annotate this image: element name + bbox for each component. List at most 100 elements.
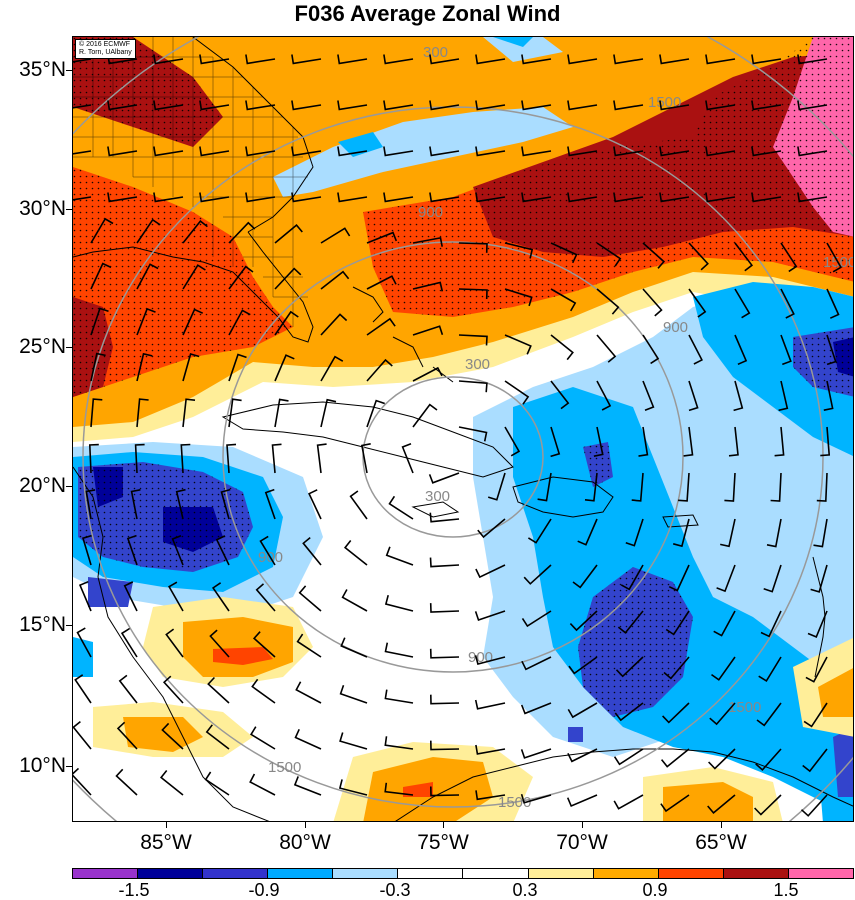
wind-barb (245, 54, 276, 65)
wind-barb (384, 689, 414, 704)
wind-barb (803, 702, 828, 728)
wind-barb (487, 472, 506, 501)
wind-barb (74, 674, 92, 704)
map-title: F036 Average Zonal Wind (294, 1, 561, 26)
wind-barb (780, 334, 792, 366)
wind-barb (709, 702, 736, 726)
wind-barb (159, 770, 184, 796)
wind-barb (228, 353, 247, 382)
wind-barb (320, 355, 344, 382)
colorbar-label: 0.9 (642, 880, 668, 900)
wind-barb (320, 270, 350, 290)
wind-barb (734, 242, 754, 272)
wind-barb (683, 426, 694, 457)
wind-barb (316, 443, 327, 474)
lon-label: 70°W (556, 831, 608, 854)
wind-barb (758, 656, 782, 682)
wind-barb (614, 702, 644, 722)
wind-barb (711, 656, 736, 681)
wind-barb (720, 518, 736, 548)
wind-barb (429, 100, 460, 111)
wind-barb (520, 748, 552, 759)
wind-barb (780, 242, 798, 273)
wind-barb (567, 146, 598, 157)
wind-barb (274, 398, 289, 428)
wind-barb (130, 489, 141, 520)
wind-barb (274, 267, 302, 290)
wind-barb (85, 489, 96, 520)
wind-barb (134, 443, 145, 474)
wind-barb (613, 192, 644, 203)
wind-barb (73, 767, 92, 796)
credit-box: © 2016 ECMWF R. Torn, UAlbany (75, 39, 136, 59)
wind-barb (136, 263, 159, 290)
wind-barb (338, 779, 368, 796)
lat-tick (66, 486, 72, 487)
wind-barb (171, 534, 184, 566)
wind-barb (617, 610, 644, 634)
wind-barb (73, 104, 92, 109)
wind-barb (126, 534, 138, 566)
wind-barb (458, 288, 488, 300)
wind-barb (245, 146, 276, 157)
wind-barb (521, 610, 552, 628)
wind-barb (337, 146, 368, 157)
wind-barb (763, 564, 782, 593)
wind-barb (734, 288, 751, 319)
wind-barb (733, 380, 744, 412)
lat-label: 30°N (19, 197, 66, 220)
wind-barb (228, 221, 256, 244)
wind-barb (429, 146, 460, 157)
wind-barb (550, 426, 561, 458)
credit-line: R. Torn, UAlbany (79, 49, 132, 56)
wind-barb (567, 192, 598, 203)
wind-barb (366, 275, 397, 290)
wind-barb (384, 736, 414, 750)
wind-barb (430, 694, 460, 705)
wind-barb (774, 426, 785, 457)
wind-barb (816, 472, 828, 502)
map-panel: 300 300 900 900 900 900 1500 1500 1500 1… (72, 36, 854, 822)
wind-barb (504, 288, 533, 307)
wind-barb (295, 681, 322, 704)
wind-barb (412, 403, 438, 428)
wind-barb (613, 54, 644, 65)
wind-barb (120, 627, 138, 658)
wind-barb (204, 771, 230, 796)
range-ring-labels: 300 300 900 900 900 900 1500 1500 1500 1… (258, 44, 853, 811)
wind-barb (642, 334, 660, 365)
wind-barb (550, 334, 574, 361)
wind-barb (523, 564, 552, 585)
lon-tick (443, 822, 444, 828)
ring-label: 300 (465, 356, 490, 373)
colorbar-label: -0.9 (248, 880, 280, 900)
wind-barb (168, 581, 184, 612)
wind-barb (770, 472, 782, 502)
wind-barb (118, 674, 138, 704)
wind-barb (430, 740, 460, 751)
wind-barb (520, 702, 552, 715)
south-orange-2 (123, 717, 203, 752)
wind-barb (340, 637, 368, 658)
wind-barb (90, 262, 112, 290)
colorbar-label: 1.5 (773, 880, 799, 900)
wind-barb (797, 146, 828, 157)
wind-barb (73, 150, 92, 155)
wind-barb (259, 535, 276, 566)
colorbar-label: 0.3 (512, 880, 538, 900)
wind-barbs (73, 54, 842, 817)
county-grid (73, 37, 308, 327)
wind-barb (504, 380, 530, 405)
wind-barb (504, 334, 532, 355)
wind-barb (215, 535, 230, 566)
wind-barb (136, 307, 156, 336)
wind-barb (383, 146, 414, 157)
wind-barb (320, 398, 337, 428)
wind-barb (810, 564, 828, 593)
wind-barb (550, 380, 570, 410)
wind-barb (569, 610, 598, 632)
wind-barb (296, 633, 322, 658)
wind-barb (707, 794, 736, 815)
wind-barb (705, 146, 736, 157)
wind-barb (153, 146, 184, 157)
